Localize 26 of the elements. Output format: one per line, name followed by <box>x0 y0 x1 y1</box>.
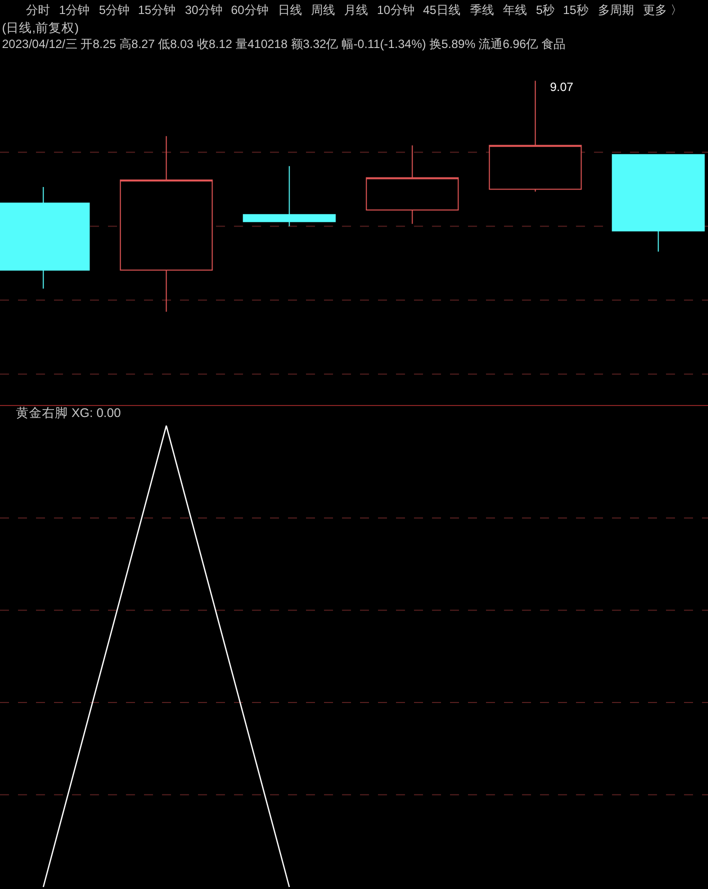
text: 年线 <box>503 3 527 17</box>
candlestick <box>366 144 459 224</box>
candlestick <box>488 80 582 192</box>
annotation: 9.07 <box>550 80 574 94</box>
chart-title: 黄金右脚 XG: 0.00 <box>16 406 121 420</box>
text: 日线 <box>278 3 302 17</box>
chart-subtitle: 2023/04/12/三 开8.25 高8.27 低8.03 收8.12 量410218 额3.32亿 幅-0.11(-1.34%) 换5.89% 流通6.96亿 食品 <box>2 37 566 51</box>
candlestick <box>242 166 336 227</box>
text: 季线 <box>470 3 494 17</box>
text: 15秒 <box>563 3 588 17</box>
text: 15分钟 <box>138 3 176 17</box>
text: 60分钟 <box>231 3 268 17</box>
text: 月线 <box>344 3 368 17</box>
text: 多周期 <box>598 3 634 17</box>
text: 5秒 <box>536 3 555 17</box>
candlestick <box>120 136 213 312</box>
candlestick <box>612 154 705 252</box>
text: 1分钟 <box>59 3 90 17</box>
text: 10分钟 <box>377 3 414 17</box>
text: 周线 <box>311 3 335 17</box>
text: 更多 〉 <box>643 3 682 17</box>
text: 30分钟 <box>185 3 222 17</box>
text: 分时 <box>26 3 50 17</box>
text: 45日线 <box>423 3 460 17</box>
chart-title: (日线,前复权) <box>2 21 79 35</box>
text: 5分钟 <box>99 3 130 17</box>
